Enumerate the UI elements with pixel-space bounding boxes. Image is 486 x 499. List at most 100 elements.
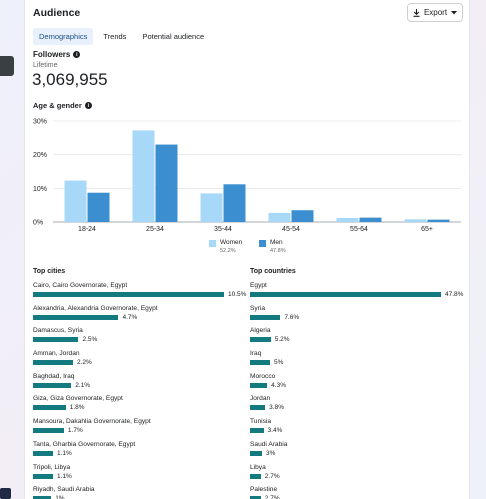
country-label: Syria: [250, 304, 266, 312]
tab-trends[interactable]: Trends: [103, 32, 127, 41]
followers-heading: Followers i: [33, 50, 81, 59]
legend-women: Women 52.2%: [209, 239, 242, 254]
city-value: 1%: [55, 495, 65, 499]
country-item: Tunisia 3.4%: [250, 418, 465, 441]
country-bar: [250, 360, 270, 366]
city-bar-row: 1%: [33, 495, 248, 499]
city-item: Cairo, Cairo Governorate, Egypt 10.5%: [33, 282, 248, 305]
city-item: Tripoli, Libya 1.1%: [33, 464, 248, 487]
x-tick-label: 35-44: [214, 226, 232, 233]
followers-period: Lifetime: [33, 62, 58, 69]
y-tick-label: 20%: [33, 152, 47, 159]
y-tick-label: 0%: [33, 220, 43, 227]
city-label: Tanta, Gharbia Governorate, Egypt: [33, 440, 136, 448]
city-bar: [33, 314, 119, 320]
city-item: Giza, Giza Governorate, Egypt 1.8%: [33, 395, 248, 418]
info-icon[interactable]: i: [84, 102, 92, 109]
city-item: Damascus, Syria 2.5%: [33, 327, 248, 350]
bar-women: [404, 219, 427, 222]
x-tick-label: 18-24: [78, 226, 96, 233]
country-value: 3.4%: [267, 427, 283, 435]
download-icon: [413, 8, 420, 17]
city-item: Mansoura, Dakahlia Governorate, Egypt 1.7…: [33, 418, 248, 441]
x-tick-label: 55-64: [350, 226, 368, 233]
city-value: 1.1%: [57, 449, 72, 457]
country-bar: [250, 450, 262, 456]
city-bar-row: 1.8%: [33, 404, 248, 411]
city-value: 2.1%: [75, 381, 91, 389]
city-bar: [33, 405, 66, 411]
country-bar-row: 5%: [250, 359, 465, 366]
legend-swatch-men: [259, 240, 266, 247]
city-bar: [33, 360, 74, 366]
country-bar-row: 2.7%: [250, 473, 465, 480]
x-tick-label: 25-34: [146, 226, 164, 233]
country-value: 3%: [265, 449, 276, 457]
city-value: 1.7%: [67, 427, 83, 435]
country-item: Palestine 2.7%: [250, 486, 465, 499]
top-cities-title: Top cities: [33, 268, 66, 275]
country-bar-row: 3.4%: [250, 427, 465, 434]
bar-men: [223, 184, 246, 222]
city-bar: [33, 428, 64, 434]
bar-women: [336, 217, 359, 222]
info-icon[interactable]: i: [73, 51, 81, 58]
audience-panel: Audience Export Demographics Trends Pote…: [24, 0, 470, 499]
country-value: 3.8%: [269, 404, 284, 412]
city-bar-row: 4.7%: [33, 314, 248, 321]
legend-pct-women: 52.2%: [220, 248, 236, 254]
country-bar: [250, 496, 261, 499]
city-item: Amman, Jordan 2.2%: [33, 350, 248, 373]
city-bar: [33, 292, 224, 297]
panel-title: Audience: [33, 7, 81, 19]
country-label: Egypt: [250, 282, 267, 289]
country-item: Algeria 5.2%: [250, 327, 465, 350]
city-item: Riyadh, Saudi Arabia 1%: [33, 486, 248, 499]
city-bar-row: 1.7%: [33, 427, 248, 434]
country-label: Jordan: [250, 395, 271, 403]
country-value: 2.7%: [264, 472, 280, 480]
country-bar: [250, 382, 268, 388]
city-bar-row: 10.5%: [33, 291, 248, 298]
country-item: Egypt 47.8%: [250, 282, 465, 305]
city-bar: [33, 382, 72, 388]
country-value: 47.8%: [445, 291, 464, 298]
city-label: Damascus, Syria: [33, 327, 83, 335]
bar-men: [291, 210, 314, 222]
city-bar: [33, 473, 53, 479]
side-tab[interactable]: [0, 56, 14, 76]
age-gender-heading: Age & gender i: [33, 101, 92, 110]
city-label: Mansoura, Dakahlia Governorate, Egypt: [33, 418, 151, 426]
country-value: 4.3%: [271, 381, 286, 389]
country-item: Morocco 4.3%: [250, 373, 465, 396]
age-gender-chart: 0% 10% 20% 30% 18-24 25-34 35-44 45-54 55-64 65+: [33, 119, 461, 233]
country-value: 5%: [273, 359, 284, 367]
y-tick-label: 10%: [33, 186, 47, 193]
country-label: Tunisia: [250, 418, 272, 426]
city-label: Baghdad, Iraq: [33, 372, 75, 380]
bar-women: [64, 180, 87, 222]
country-bar-row: 5.2%: [250, 336, 465, 343]
followers-count: 3,069,955: [32, 70, 108, 89]
country-item: Iraq 5%: [250, 350, 465, 373]
country-bar: [250, 473, 261, 479]
city-value: 1.1%: [57, 472, 72, 480]
city-value: 1.8%: [69, 404, 85, 412]
city-item: Alexandria, Alexandria Governorate, Egyp…: [33, 305, 248, 328]
export-label: Export: [423, 8, 448, 17]
legend-label-women: Women: [220, 239, 243, 246]
x-tick-label: 45-54: [282, 226, 300, 233]
city-label: Cairo, Cairo Governorate, Egypt: [33, 282, 128, 289]
top-cities-list: Cairo, Cairo Governorate, Egypt 10.5% Alex…: [33, 282, 248, 499]
corner-widget[interactable]: [0, 488, 11, 499]
bar-men: [427, 219, 450, 222]
export-button[interactable]: Export: [407, 3, 463, 22]
country-item: Syria 7.6%: [250, 305, 465, 328]
country-bar-row: 3.8%: [250, 404, 465, 411]
country-bar: [250, 337, 271, 343]
x-tick-label: 65+: [421, 226, 433, 233]
tab-demographics[interactable]: Demographics: [33, 28, 94, 45]
bar-men: [359, 217, 382, 222]
city-label: Alexandria, Alexandria Governorate, Egyp…: [33, 304, 158, 312]
tab-potential-audience[interactable]: Potential audience: [142, 32, 205, 41]
